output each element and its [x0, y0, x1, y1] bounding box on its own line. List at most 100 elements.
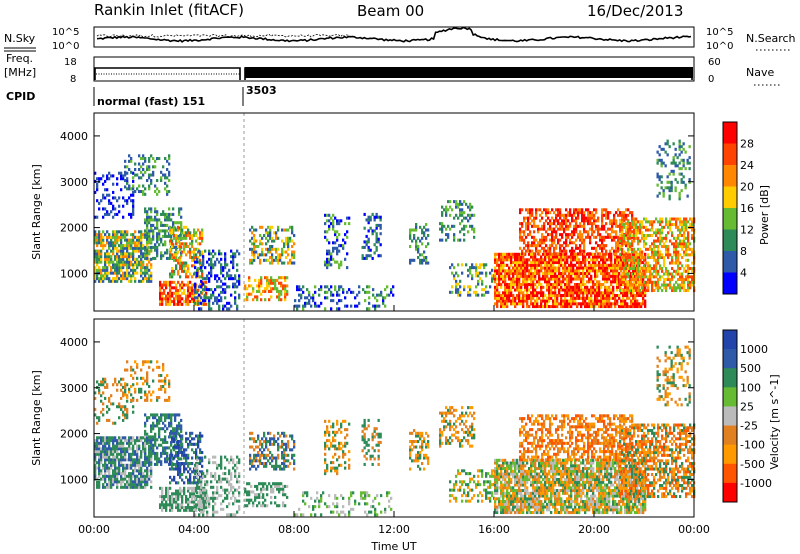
heatmap-cell — [126, 252, 128, 255]
heatmap-cell — [191, 256, 193, 259]
heatmap-cell — [679, 195, 681, 198]
power-colorbar-swatch — [723, 187, 737, 209]
nave-label: Nave — [746, 66, 774, 79]
heatmap-cell — [587, 236, 589, 239]
heatmap-cell — [298, 305, 300, 308]
heatmap-cell — [130, 447, 132, 450]
heatmap-cell — [572, 291, 574, 294]
heatmap-cell — [96, 233, 98, 236]
heatmap-cell — [635, 220, 637, 223]
heatmap-cell — [524, 275, 526, 278]
heatmap-cell — [614, 258, 616, 261]
heatmap-cell — [681, 242, 683, 245]
heatmap-cell — [392, 285, 394, 288]
heatmap-cell — [639, 248, 641, 251]
heatmap-cell — [558, 291, 560, 294]
heatmap-cell — [132, 447, 134, 450]
heatmap-cell — [108, 456, 110, 459]
heatmap-cell — [691, 267, 693, 270]
heatmap-cell — [144, 246, 146, 249]
heatmap-cell — [631, 284, 633, 287]
heatmap-cell — [687, 278, 689, 281]
heatmap-cell — [536, 280, 538, 283]
heatmap-cell — [669, 218, 671, 221]
heatmap-cell — [98, 269, 100, 272]
heatmap-cell — [593, 222, 595, 225]
heatmap-cell — [552, 264, 554, 267]
heatmap-cell — [374, 305, 376, 308]
heatmap-cell — [578, 294, 580, 297]
heatmap-cell — [590, 267, 592, 270]
heatmap-cell — [637, 248, 639, 251]
heatmap-cell — [259, 262, 261, 265]
heatmap-cell — [308, 299, 310, 302]
heatmap-cell — [598, 269, 600, 272]
heatmap-cell — [669, 173, 671, 176]
heatmap-cell — [372, 257, 374, 260]
heatmap-cell — [449, 214, 451, 217]
heatmap-cell — [122, 216, 124, 219]
heatmap-cell — [496, 294, 498, 297]
heatmap-cell — [275, 251, 277, 254]
heatmap-cell — [185, 300, 187, 303]
heatmap-cell — [260, 293, 262, 296]
heatmap-cell — [534, 300, 536, 303]
heatmap-cell — [467, 219, 469, 222]
heatmap-cell — [502, 305, 504, 308]
heatmap-cell — [615, 233, 617, 236]
heatmap-cell — [661, 148, 663, 151]
heatmap-cell — [578, 286, 580, 289]
heatmap-cell — [574, 256, 576, 259]
heatmap-cell — [564, 269, 566, 272]
heatmap-cell — [635, 218, 637, 221]
heatmap-cell — [596, 286, 598, 289]
heatmap-cell — [132, 239, 134, 242]
heatmap-cell — [596, 297, 598, 300]
heatmap-cell — [250, 284, 252, 287]
heatmap-cell — [564, 305, 566, 308]
heatmap-cell — [516, 278, 518, 281]
heatmap-cell — [214, 299, 216, 302]
heatmap-cell — [128, 280, 130, 283]
heatmap-cell — [577, 208, 579, 211]
heatmap-cell — [587, 217, 589, 220]
heatmap-cell — [504, 291, 506, 294]
heatmap-cell — [500, 272, 502, 275]
heatmap-cell — [463, 239, 465, 242]
heatmap-cell — [170, 213, 172, 216]
heatmap-cell — [130, 199, 132, 202]
heatmap-cell — [580, 267, 582, 270]
heatmap-cell — [616, 280, 618, 283]
heatmap-cell — [572, 258, 574, 261]
heatmap-cell — [206, 277, 208, 280]
heatmap-cell — [635, 278, 637, 281]
heatmap-cell — [621, 242, 623, 245]
heatmap-cell — [130, 453, 132, 456]
heatmap-cell — [657, 284, 659, 287]
heatmap-cell — [637, 229, 639, 232]
heatmap-cell — [528, 294, 530, 297]
heatmap-cell — [291, 253, 293, 256]
heatmap-cell — [614, 280, 616, 283]
heatmap-cell — [185, 245, 187, 248]
heatmap-cell — [677, 156, 679, 159]
heatmap-cell — [558, 264, 560, 267]
heatmap-cell — [122, 456, 124, 459]
heatmap-cell — [136, 174, 138, 177]
heatmap-cell — [588, 267, 590, 270]
heatmap-cell — [591, 211, 593, 214]
heatmap-cell — [132, 272, 134, 275]
heatmap-cell — [122, 244, 124, 247]
heatmap-cell — [118, 439, 120, 442]
heatmap-cell — [494, 289, 496, 292]
heatmap-cell — [667, 245, 669, 248]
heatmap-cell — [527, 225, 529, 228]
heatmap-cell — [204, 250, 206, 253]
heatmap-cell — [552, 272, 554, 275]
radar-summary-plot: Rankin Inlet (fitACF) Beam 00 16/Dec/201… — [0, 0, 800, 554]
heatmap-cell — [108, 450, 110, 453]
heatmap-cell — [150, 249, 152, 252]
heatmap-cell — [203, 303, 205, 306]
heatmap-cell — [500, 300, 502, 303]
heatmap-cell — [494, 253, 496, 256]
